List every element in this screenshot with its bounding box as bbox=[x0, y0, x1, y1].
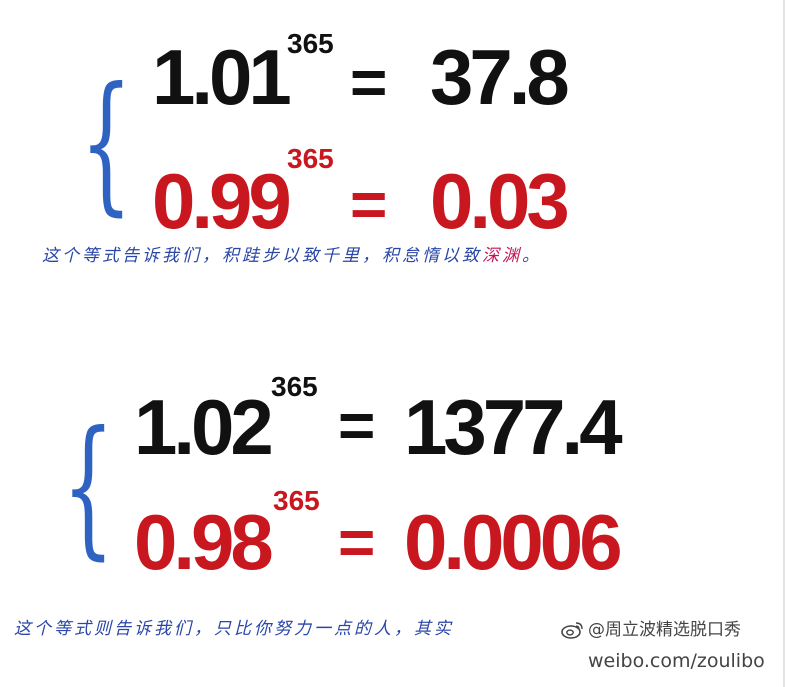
equation-2-exponent: 365 bbox=[287, 143, 334, 174]
watermark-handle: @周立波精选脱口秀 bbox=[588, 620, 741, 640]
equation-4-equals: = bbox=[338, 506, 376, 578]
equation-4-result: 0.0006 bbox=[404, 498, 623, 586]
equation-3-equals: = bbox=[338, 389, 376, 461]
equation-3-exponent: 365 bbox=[271, 371, 318, 402]
equation-2-equals: = bbox=[350, 168, 388, 240]
equation-2-result: 0.03 bbox=[430, 157, 570, 245]
equation-1-base: 1.01 bbox=[152, 33, 292, 121]
note-1-end: 。 bbox=[522, 246, 542, 266]
note-2-text: 这个等式则告诉我们，只比你努力一点的人，其实 bbox=[14, 619, 454, 639]
left-brace-2: { bbox=[62, 400, 115, 574]
note-1-text: 这个等式告诉我们，积跬步以致千里，积怠惰以致 bbox=[42, 246, 482, 266]
equation-3-result: 1377.4 bbox=[404, 383, 623, 471]
equation-4-exponent: 365 bbox=[273, 485, 320, 516]
equation-2-base: 0.99 bbox=[152, 157, 292, 245]
note-1-highlight: 深渊 bbox=[482, 246, 522, 266]
handwritten-note-2: 这个等式则告诉我们，只比你努力一点的人，其实 bbox=[14, 621, 454, 638]
left-brace-1: { bbox=[80, 56, 133, 230]
equation-1-result: 37.8 bbox=[430, 33, 570, 121]
equation-4-base: 0.98 bbox=[134, 498, 274, 586]
watermark-url: weibo.com/zoulibo bbox=[588, 650, 765, 672]
equation-1-exponent: 365 bbox=[287, 28, 334, 59]
equation-3-base: 1.02 bbox=[134, 383, 274, 471]
handwritten-note-1: 这个等式告诉我们，积跬步以致千里，积怠惰以致深渊。 bbox=[42, 248, 542, 265]
equation-1-equals: = bbox=[350, 46, 388, 118]
weibo-icon bbox=[561, 622, 583, 639]
